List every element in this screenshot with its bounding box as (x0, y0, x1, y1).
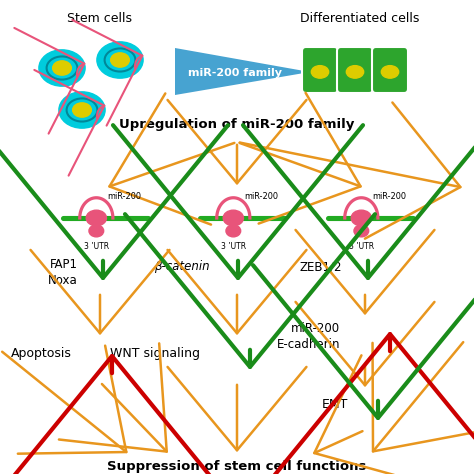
Ellipse shape (226, 225, 241, 237)
Text: Suppression of stem cell functions: Suppression of stem cell functions (107, 460, 367, 473)
Ellipse shape (39, 50, 85, 86)
Text: miR-200 family: miR-200 family (188, 68, 282, 78)
Text: Upregulation of miR-200 family: Upregulation of miR-200 family (119, 118, 355, 131)
Text: EMT: EMT (322, 398, 348, 411)
FancyBboxPatch shape (302, 47, 338, 93)
Text: miR-200: miR-200 (373, 192, 406, 201)
Ellipse shape (381, 65, 399, 78)
Text: miR-200: miR-200 (245, 192, 278, 201)
Text: WNT signaling: WNT signaling (110, 347, 200, 360)
Ellipse shape (53, 61, 72, 75)
Text: 3 ’UTR: 3 ’UTR (84, 242, 109, 251)
FancyBboxPatch shape (372, 47, 408, 93)
FancyBboxPatch shape (337, 47, 373, 93)
Ellipse shape (110, 53, 129, 67)
Text: ZEB1/2: ZEB1/2 (300, 260, 342, 273)
Ellipse shape (311, 65, 328, 78)
Text: FAP1
Noxa: FAP1 Noxa (48, 258, 78, 287)
Text: Differentiated cells: Differentiated cells (301, 12, 419, 25)
Ellipse shape (351, 210, 372, 226)
Ellipse shape (354, 225, 369, 237)
Text: β-catenin: β-catenin (155, 260, 210, 273)
Text: miR-200
E-cadherin: miR-200 E-cadherin (276, 322, 340, 351)
Ellipse shape (89, 225, 104, 237)
Ellipse shape (73, 103, 91, 117)
Text: 3 ’UTR: 3 ’UTR (349, 242, 374, 251)
Ellipse shape (223, 210, 244, 226)
Ellipse shape (59, 92, 105, 128)
Polygon shape (175, 48, 310, 95)
Text: Stem cells: Stem cells (67, 12, 133, 25)
Ellipse shape (97, 42, 143, 78)
Text: miR-200: miR-200 (107, 192, 141, 201)
Ellipse shape (86, 210, 107, 226)
Text: 3 ’UTR: 3 ’UTR (221, 242, 246, 251)
Ellipse shape (346, 65, 364, 78)
Text: Apoptosis: Apoptosis (11, 347, 72, 360)
